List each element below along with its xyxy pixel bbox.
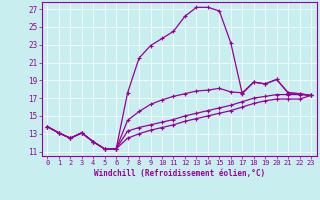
X-axis label: Windchill (Refroidissement éolien,°C): Windchill (Refroidissement éolien,°C): [94, 169, 265, 178]
